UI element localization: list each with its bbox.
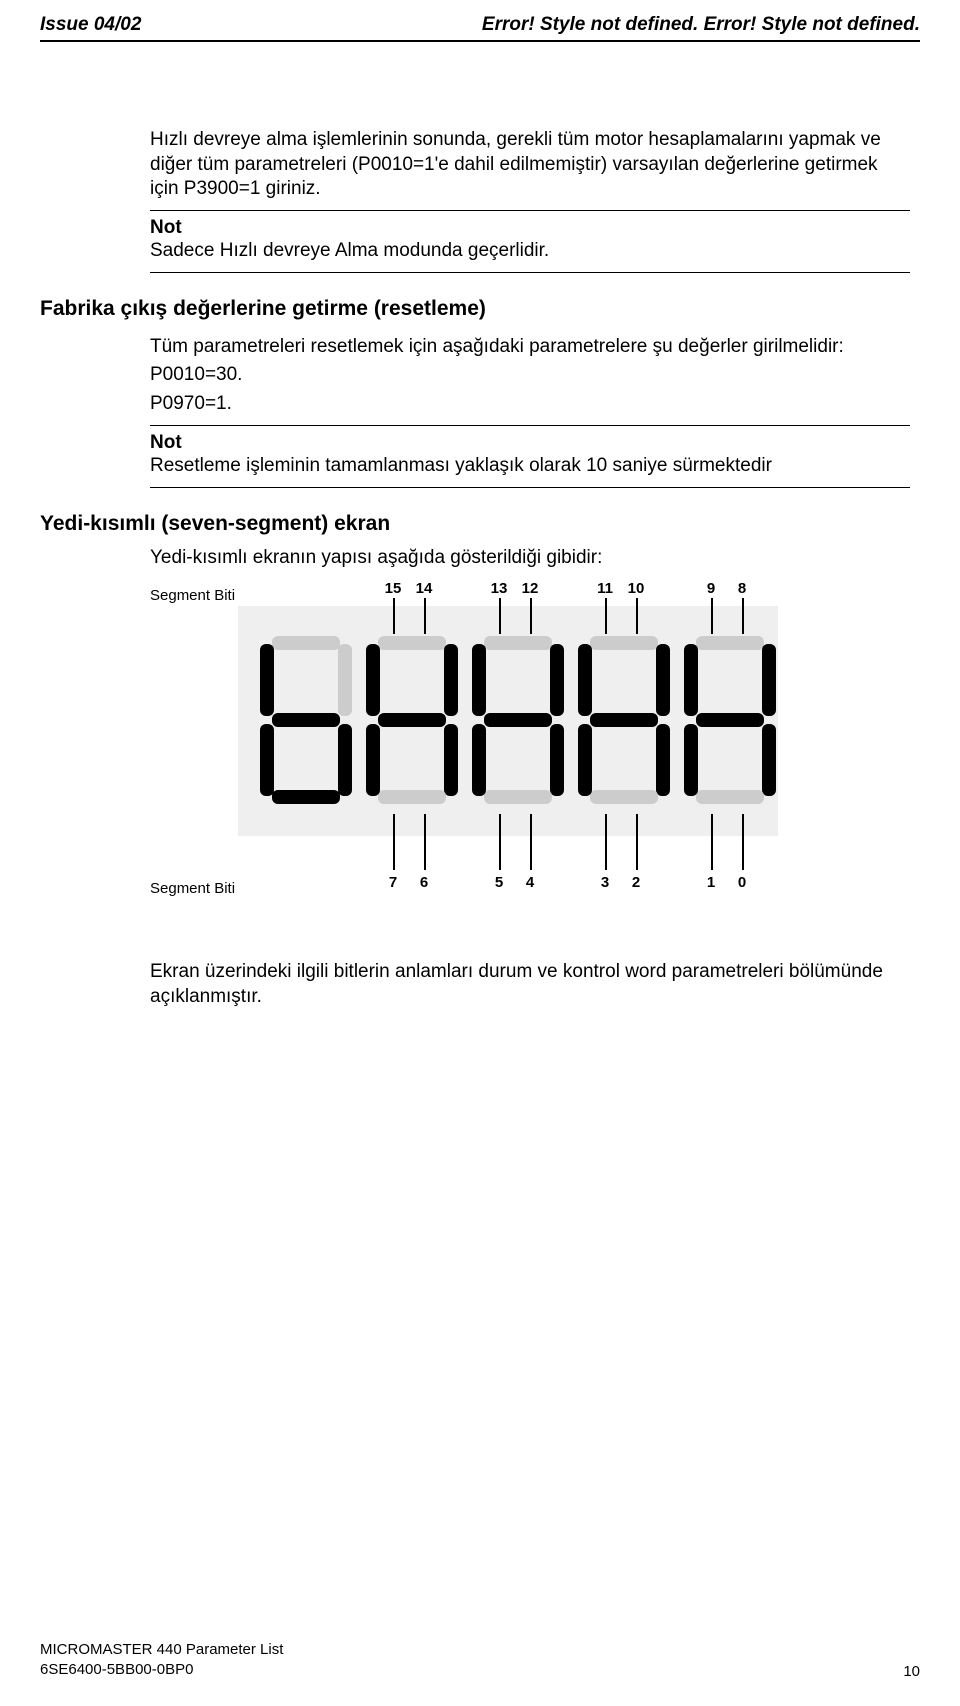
segment-g xyxy=(590,713,658,727)
segment-d xyxy=(378,790,446,804)
display-intro: Yedi-kısımlı ekranın yapısı aşağıda göst… xyxy=(150,546,910,571)
lead-line xyxy=(605,814,607,870)
lead-line xyxy=(499,598,501,634)
segment-a xyxy=(272,636,340,650)
note-block-2: Not Resetleme işleminin tamamlanması yak… xyxy=(150,425,910,488)
bit-number: 4 xyxy=(526,874,534,891)
lead-line xyxy=(424,814,426,870)
bit-number: 7 xyxy=(389,874,397,891)
segment-a xyxy=(696,636,764,650)
segment-a xyxy=(378,636,446,650)
bit-number: 0 xyxy=(738,874,746,891)
digit-3 xyxy=(578,636,670,804)
bit-number: 9 xyxy=(707,580,715,597)
segment-b xyxy=(444,644,458,716)
segment-g xyxy=(378,713,446,727)
segment-label-bottom: Segment Biti xyxy=(150,880,235,897)
segment-c xyxy=(762,724,776,796)
segment-e xyxy=(578,724,592,796)
note-label: Not xyxy=(150,217,910,239)
bit-number: 3 xyxy=(601,874,609,891)
bit-number: 1 xyxy=(707,874,715,891)
segment-g xyxy=(484,713,552,727)
lead-line xyxy=(499,814,501,870)
segment-c xyxy=(656,724,670,796)
segment-b xyxy=(656,644,670,716)
segment-b xyxy=(762,644,776,716)
page-footer: MICROMASTER 440 Parameter List 6SE6400-5… xyxy=(40,1640,920,1681)
reset-p3: P0970=1. xyxy=(150,392,910,417)
segment-b xyxy=(338,644,352,716)
lead-line xyxy=(711,598,713,634)
segment-f xyxy=(260,644,274,716)
bit-number: 6 xyxy=(420,874,428,891)
reset-heading: Fabrika çıkış değerlerine getirme (reset… xyxy=(40,297,910,321)
bit-number: 10 xyxy=(628,580,645,597)
segment-e xyxy=(366,724,380,796)
segment-d xyxy=(590,790,658,804)
segment-e xyxy=(684,724,698,796)
lead-line xyxy=(636,598,638,634)
footer-line1: MICROMASTER 440 Parameter List xyxy=(40,1640,283,1660)
lead-line xyxy=(393,598,395,634)
segment-e xyxy=(472,724,486,796)
lead-line xyxy=(530,598,532,634)
lead-line xyxy=(742,598,744,634)
segment-label-top: Segment Biti xyxy=(150,587,235,604)
bit-number: 8 xyxy=(738,580,746,597)
lead-line xyxy=(393,814,395,870)
header-rule xyxy=(40,40,920,42)
lead-line xyxy=(711,814,713,870)
segment-d xyxy=(696,790,764,804)
segment-e xyxy=(260,724,274,796)
segment-f xyxy=(366,644,380,716)
bit-number: 12 xyxy=(522,580,539,597)
page-content: Hızlı devreye alma işlemlerinin sonunda,… xyxy=(150,128,910,1018)
note-text: Sadece Hızlı devreye Alma modunda geçerl… xyxy=(150,239,910,264)
lead-line xyxy=(605,598,607,634)
note-label-2: Not xyxy=(150,432,910,454)
figure: Segment Biti Segment Biti 15141312111098… xyxy=(150,582,910,1009)
display-heading: Yedi-kısımlı (seven-segment) ekran xyxy=(40,512,910,536)
segment-f xyxy=(684,644,698,716)
bit-number: 15 xyxy=(385,580,402,597)
segment-d xyxy=(272,790,340,804)
seven-segment-display xyxy=(238,606,778,836)
digit-0 xyxy=(260,636,352,804)
bit-number: 2 xyxy=(632,874,640,891)
note-block-1: Not Sadece Hızlı devreye Alma modunda ge… xyxy=(150,210,910,273)
reset-p1: Tüm parametreleri resetlemek için aşağıd… xyxy=(150,335,910,360)
segment-c xyxy=(444,724,458,796)
segment-g xyxy=(696,713,764,727)
digit-2 xyxy=(472,636,564,804)
bit-number: 13 xyxy=(491,580,508,597)
lead-line xyxy=(424,598,426,634)
segment-c xyxy=(550,724,564,796)
bit-number: 14 xyxy=(416,580,433,597)
digit-4 xyxy=(684,636,776,804)
segment-f xyxy=(578,644,592,716)
page-number: 10 xyxy=(903,1663,920,1680)
digit-1 xyxy=(366,636,458,804)
reset-p2: P0010=30. xyxy=(150,363,910,388)
header-right: Error! Style not defined. Error! Style n… xyxy=(482,14,920,36)
segment-d xyxy=(484,790,552,804)
segment-c xyxy=(338,724,352,796)
segment-b xyxy=(550,644,564,716)
bit-number: 5 xyxy=(495,874,503,891)
header-issue: Issue 04/02 xyxy=(40,14,141,36)
footer-line2: 6SE6400-5BB00-0BP0 xyxy=(40,1660,283,1680)
segment-a xyxy=(484,636,552,650)
segment-f xyxy=(472,644,486,716)
lead-line xyxy=(636,814,638,870)
lead-line xyxy=(742,814,744,870)
intro-paragraph: Hızlı devreye alma işlemlerinin sonunda,… xyxy=(150,128,910,202)
segment-g xyxy=(272,713,340,727)
display-footer-text: Ekran üzerindeki ilgili bitlerin anlamla… xyxy=(150,960,910,1009)
segment-a xyxy=(590,636,658,650)
note-text-2: Resetleme işleminin tamamlanması yaklaşı… xyxy=(150,454,910,479)
lead-line xyxy=(530,814,532,870)
bit-number: 11 xyxy=(597,580,613,597)
